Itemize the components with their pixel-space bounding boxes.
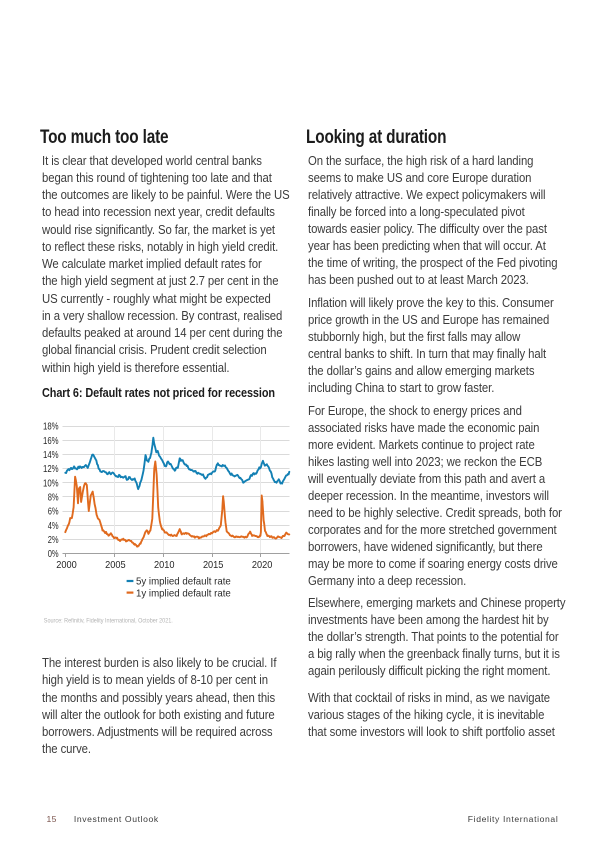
svg-text:Source: Refinitiv, Fidelity In: Source: Refinitiv, Fidelity Internationa… (44, 617, 173, 624)
svg-text:2005: 2005 (105, 560, 126, 571)
svg-text:2015: 2015 (203, 560, 224, 571)
svg-text:2020: 2020 (252, 560, 273, 571)
svg-text:0%: 0% (48, 549, 59, 560)
svg-text:2000: 2000 (56, 560, 77, 571)
svg-text:2010: 2010 (154, 560, 175, 571)
svg-text:14%: 14% (43, 450, 59, 461)
svg-text:4%: 4% (48, 521, 59, 532)
svg-text:1y implied default rate: 1y implied default rate (136, 588, 231, 599)
svg-text:2%: 2% (48, 535, 59, 546)
svg-text:16%: 16% (43, 436, 59, 447)
svg-text:12%: 12% (43, 464, 59, 475)
svg-text:8%: 8% (48, 493, 59, 504)
svg-text:18%: 18% (43, 422, 59, 433)
svg-text:5y implied default rate: 5y implied default rate (136, 576, 231, 587)
svg-text:6%: 6% (48, 507, 59, 518)
svg-text:10%: 10% (43, 478, 59, 489)
